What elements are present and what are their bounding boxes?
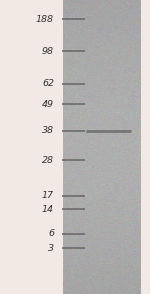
Text: 6: 6: [48, 229, 54, 238]
Text: 14: 14: [42, 205, 54, 214]
Text: 38: 38: [42, 126, 54, 135]
Text: 188: 188: [36, 15, 54, 24]
Text: 17: 17: [42, 191, 54, 200]
Text: 3: 3: [48, 244, 54, 253]
Text: 49: 49: [42, 100, 54, 109]
Text: 28: 28: [42, 156, 54, 165]
Text: 62: 62: [42, 79, 54, 88]
Text: 98: 98: [42, 47, 54, 56]
